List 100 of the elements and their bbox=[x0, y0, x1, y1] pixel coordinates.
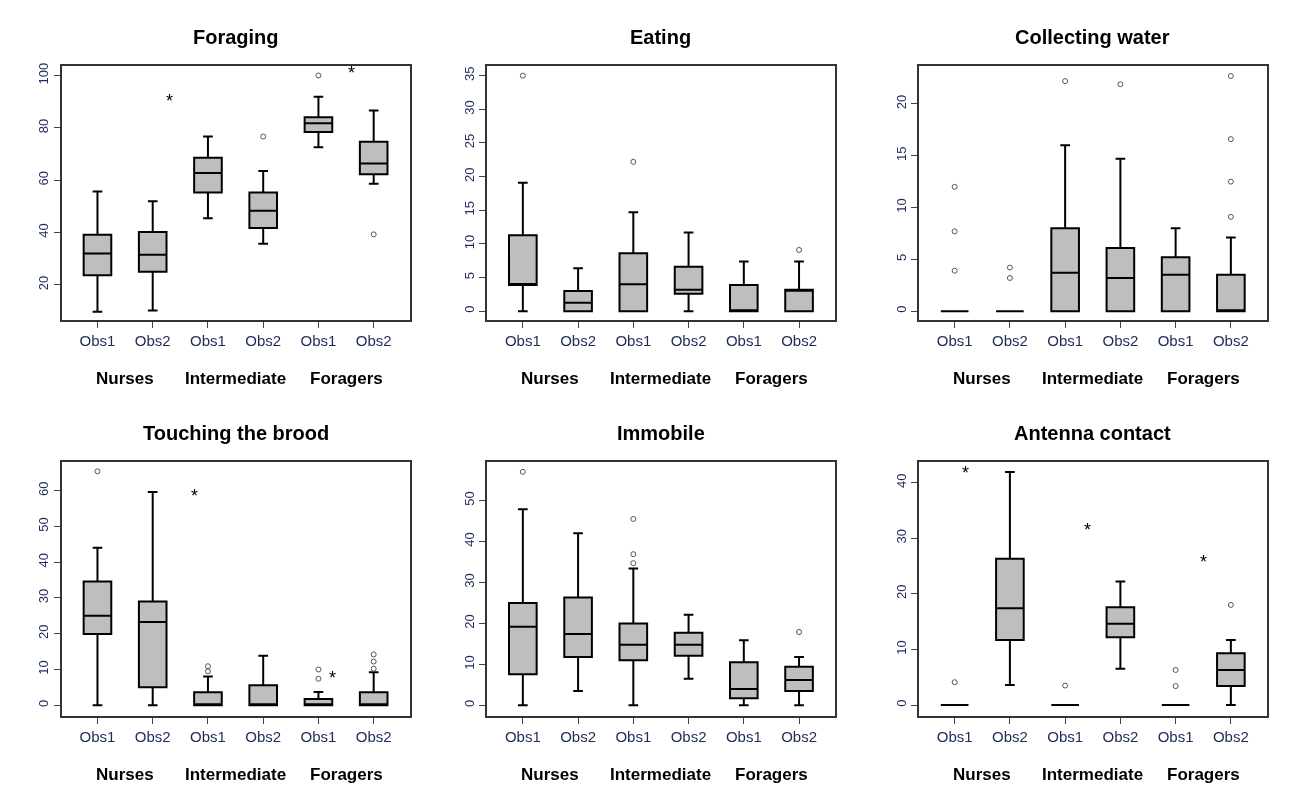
y-tick-label: 20 bbox=[36, 624, 52, 639]
x-tick-label: Obs2 bbox=[134, 331, 171, 349]
x-tick-label: Obs2 bbox=[991, 331, 1028, 349]
y-tick-label: 30 bbox=[461, 573, 477, 588]
x-tick-label: Obs2 bbox=[781, 727, 817, 745]
x-tick-label: Obs1 bbox=[936, 331, 973, 349]
text: Nurses bbox=[521, 765, 579, 784]
y-tick-label: 0 bbox=[36, 699, 52, 707]
y-tick-label: 20 bbox=[893, 94, 909, 110]
text: Foragers bbox=[310, 765, 383, 784]
chart-title: Collecting water bbox=[1015, 26, 1170, 48]
x-tick-label: Obs2 bbox=[245, 727, 282, 745]
y-tick-label: 20 bbox=[893, 584, 909, 600]
text: Nurses bbox=[96, 765, 154, 784]
y-tick-label: 10 bbox=[893, 640, 909, 655]
x-tick-label: Obs1 bbox=[79, 727, 116, 745]
x-tick-label: Obs2 bbox=[670, 331, 707, 349]
x-tick-label: Obs1 bbox=[1157, 727, 1194, 745]
y-tick-label: 30 bbox=[36, 588, 52, 604]
y-tick-label: 20 bbox=[36, 275, 52, 291]
x-tick-label: Obs1 bbox=[300, 727, 337, 745]
y-tick-label: 10 bbox=[461, 655, 477, 670]
annotation: * bbox=[191, 486, 199, 506]
text: Intermediate bbox=[1042, 369, 1144, 388]
x-tick-label: Obs2 bbox=[1212, 331, 1249, 349]
x-tick-label: Obs1 bbox=[725, 331, 762, 349]
x-tick-label: Obs1 bbox=[190, 727, 226, 745]
annotation: * bbox=[962, 463, 970, 483]
x-tick-label: Obs1 bbox=[615, 727, 652, 745]
x-tick-label: Obs2 bbox=[560, 331, 597, 349]
x-tick-label: Obs2 bbox=[245, 331, 282, 349]
x-tick-label: Obs2 bbox=[1102, 331, 1139, 349]
chart-title: Foraging bbox=[193, 26, 279, 48]
chart-title: Antenna contact bbox=[1014, 422, 1172, 444]
x-tick-label: Obs1 bbox=[190, 331, 226, 349]
x-tick-label: Obs1 bbox=[504, 727, 541, 745]
annotation: * bbox=[166, 91, 174, 111]
y-tick-label: 0 bbox=[893, 305, 909, 313]
text: Nurses bbox=[96, 369, 154, 388]
text: Intermediate bbox=[1042, 765, 1144, 784]
y-tick-label: 60 bbox=[36, 171, 52, 186]
annotation: * bbox=[329, 668, 337, 688]
x-tick-label: Obs2 bbox=[560, 727, 597, 745]
y-tick-label: 40 bbox=[893, 473, 909, 488]
text: Foragers bbox=[735, 765, 808, 784]
x-tick-label: Obs1 bbox=[1047, 331, 1084, 349]
y-tick-label: 10 bbox=[36, 660, 52, 675]
y-tick-label: 50 bbox=[36, 517, 52, 532]
y-tick-label: 80 bbox=[36, 118, 52, 134]
y-tick-label: 30 bbox=[893, 529, 909, 544]
y-tick-label: 40 bbox=[36, 552, 52, 568]
y-tick-label: 10 bbox=[461, 234, 477, 250]
x-tick-label: Obs1 bbox=[300, 331, 337, 349]
text: Foragers bbox=[735, 369, 808, 388]
y-tick-label: 0 bbox=[461, 305, 477, 313]
y-tick-label: 0 bbox=[461, 699, 477, 707]
x-tick-label: Obs2 bbox=[991, 727, 1028, 745]
y-tick-label: 25 bbox=[461, 133, 477, 149]
y-tick-label: 20 bbox=[461, 167, 477, 182]
y-tick-label: 40 bbox=[461, 532, 477, 547]
text: Intermediate bbox=[185, 765, 287, 784]
x-tick-label: Obs2 bbox=[355, 331, 392, 349]
text: Foragers bbox=[1167, 765, 1240, 784]
x-tick-label: Obs2 bbox=[781, 331, 817, 349]
x-tick-label: Obs1 bbox=[1157, 331, 1194, 349]
y-tick-label: 40 bbox=[36, 223, 52, 238]
y-tick-label: 0 bbox=[893, 699, 909, 707]
annotation: * bbox=[348, 63, 356, 83]
y-tick-label: 30 bbox=[461, 100, 477, 115]
y-tick-label: 15 bbox=[461, 201, 477, 216]
y-tick-label: 20 bbox=[461, 614, 477, 629]
chart-title: Eating bbox=[630, 26, 692, 48]
text: Nurses bbox=[953, 369, 1011, 388]
text: Nurses bbox=[521, 369, 579, 388]
x-tick-label: Obs2 bbox=[134, 727, 171, 745]
chart-title: Touching the brood bbox=[143, 422, 330, 444]
annotation: * bbox=[1200, 552, 1208, 572]
x-tick-label: Obs1 bbox=[1047, 727, 1084, 745]
chart-title: Immobile bbox=[617, 422, 705, 444]
text: Nurses bbox=[953, 765, 1011, 784]
text: Foragers bbox=[1167, 369, 1240, 388]
x-tick-label: Obs1 bbox=[615, 331, 652, 349]
y-tick-label: 60 bbox=[36, 481, 52, 496]
y-tick-label: 10 bbox=[893, 198, 909, 213]
x-tick-label: Obs2 bbox=[1102, 727, 1139, 745]
y-tick-label: 35 bbox=[461, 66, 477, 81]
y-tick-label: 100 bbox=[36, 62, 52, 85]
x-tick-label: Obs2 bbox=[670, 727, 707, 745]
x-tick-label: Obs2 bbox=[1212, 727, 1249, 745]
x-tick-label: Obs1 bbox=[79, 331, 116, 349]
text: Intermediate bbox=[610, 765, 712, 784]
annotation: * bbox=[1084, 520, 1092, 540]
x-tick-label: Obs1 bbox=[725, 727, 762, 745]
y-tick-label: 5 bbox=[893, 253, 909, 261]
text: Foragers bbox=[310, 369, 383, 388]
x-tick-label: Obs1 bbox=[504, 331, 541, 349]
y-tick-label: 15 bbox=[893, 146, 909, 162]
y-tick-label: 50 bbox=[461, 491, 477, 506]
y-tick-label: 5 bbox=[461, 271, 477, 280]
text: Intermediate bbox=[610, 369, 712, 388]
